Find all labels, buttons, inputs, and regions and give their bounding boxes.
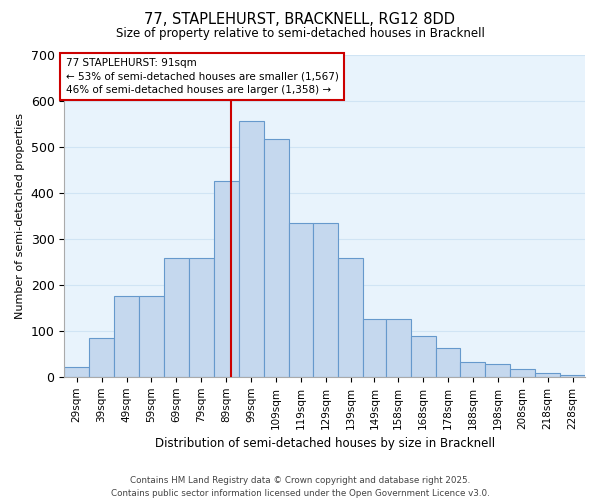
Y-axis label: Number of semi-detached properties: Number of semi-detached properties: [15, 113, 25, 319]
Text: Contains HM Land Registry data © Crown copyright and database right 2025.
Contai: Contains HM Land Registry data © Crown c…: [110, 476, 490, 498]
Text: Size of property relative to semi-detached houses in Bracknell: Size of property relative to semi-detach…: [116, 28, 484, 40]
Bar: [313, 223, 338, 377]
Bar: [338, 258, 363, 377]
Bar: [239, 120, 263, 377]
Bar: [189, 258, 214, 377]
Bar: [410, 336, 436, 377]
Bar: [164, 258, 189, 377]
Bar: [263, 138, 289, 377]
Bar: [510, 368, 535, 377]
Bar: [114, 296, 139, 377]
Bar: [535, 373, 560, 377]
Bar: [214, 182, 239, 377]
Text: 77, STAPLEHURST, BRACKNELL, RG12 8DD: 77, STAPLEHURST, BRACKNELL, RG12 8DD: [145, 12, 455, 28]
Bar: [560, 376, 585, 377]
Bar: [289, 223, 313, 377]
Bar: [363, 320, 386, 377]
Bar: [89, 338, 114, 377]
Bar: [460, 362, 485, 377]
X-axis label: Distribution of semi-detached houses by size in Bracknell: Distribution of semi-detached houses by …: [155, 437, 495, 450]
Bar: [139, 296, 164, 377]
Bar: [386, 320, 410, 377]
Bar: [436, 348, 460, 377]
Text: 77 STAPLEHURST: 91sqm
← 53% of semi-detached houses are smaller (1,567)
46% of s: 77 STAPLEHURST: 91sqm ← 53% of semi-deta…: [65, 58, 338, 94]
Bar: [64, 366, 89, 377]
Bar: [485, 364, 510, 377]
